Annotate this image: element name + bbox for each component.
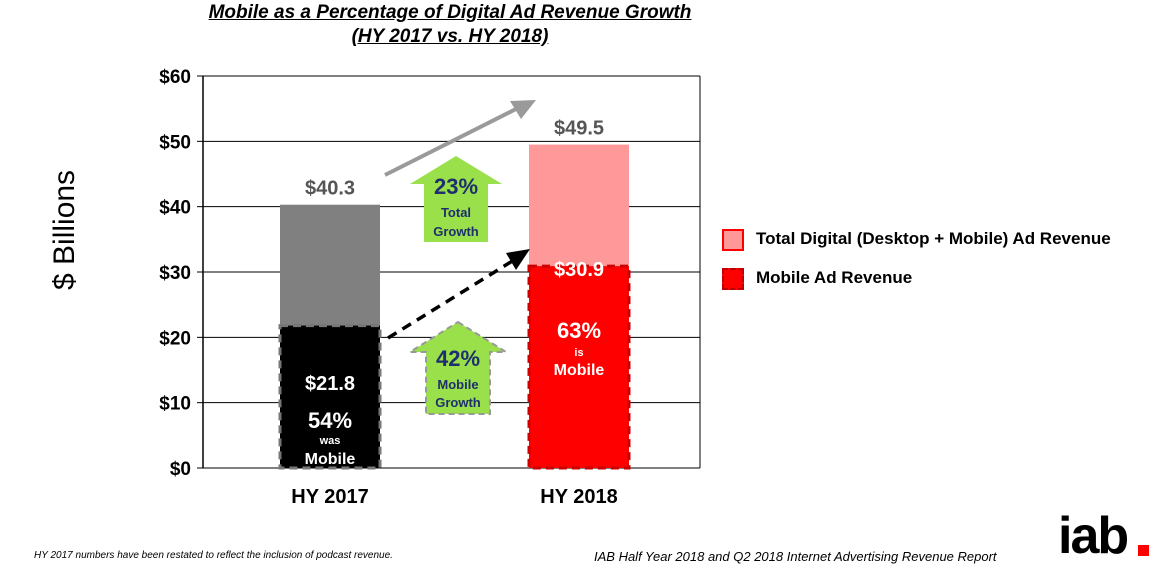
total-trend-arrowhead [510, 100, 536, 119]
data-label-total: $49.5 [554, 118, 604, 140]
data-label-total: $40.3 [305, 178, 355, 200]
y-tick-label: $30 [159, 263, 191, 284]
legend-item-total: Total Digital (Desktop + Mobile) Ad Reve… [722, 229, 1158, 259]
logo-dot [1138, 545, 1149, 556]
share-word: was [319, 435, 341, 447]
total-growth-arrow [410, 156, 502, 242]
y-tick-label: $10 [159, 394, 191, 415]
y-tick-label: $40 [159, 198, 191, 219]
total-trend-line [384, 106, 519, 177]
mobile-growth-percent: 42% [436, 346, 480, 371]
total-growth-label: Total [441, 205, 471, 220]
source-note: IAB Half Year 2018 and Q2 2018 Internet … [594, 549, 997, 564]
legend-label-mobile: Mobile Ad Revenue [756, 268, 913, 287]
mobile-growth-label: Growth [435, 395, 481, 410]
legend-swatch-mobile [722, 268, 744, 290]
chart-subtitle: (HY 2017 vs. HY 2018) [351, 26, 549, 47]
legend-swatch-total [722, 229, 744, 251]
bar-mobile [527, 264, 631, 470]
footnote: HY 2017 numbers have been restated to re… [34, 550, 393, 561]
x-tick-label: HY 2018 [540, 486, 617, 508]
total-growth-percent: 23% [434, 174, 478, 199]
mobile-growth-label: Mobile [437, 377, 478, 392]
y-tick-label: $50 [159, 132, 191, 153]
y-tick-label: $0 [170, 459, 191, 480]
y-tick-label: $20 [159, 328, 191, 349]
bar-mobile [278, 324, 382, 470]
share-tail: Mobile [305, 451, 356, 468]
share-percent: 63% [557, 318, 601, 343]
share-tail: Mobile [554, 362, 605, 379]
share-word: is [574, 347, 583, 359]
data-label-mobile: $21.8 [305, 373, 355, 395]
total-growth-label: Growth [433, 224, 479, 239]
chart-title: Mobile as a Percentage of Digital Ad Rev… [208, 2, 692, 23]
y-tick-label: $60 [159, 67, 191, 88]
x-tick-label: HY 2017 [291, 486, 368, 508]
mobile-trend-arrowhead [506, 249, 530, 270]
iab-logo: iab [1058, 507, 1129, 565]
mobile-trend-line [387, 258, 515, 340]
data-label-mobile: $30.9 [554, 259, 604, 281]
mobile-growth-arrow [406, 320, 510, 415]
legend-item-mobile: Mobile Ad Revenue [722, 268, 1158, 298]
share-percent: 54% [308, 408, 352, 433]
legend-label-total: Total Digital (Desktop + Mobile) Ad Reve… [756, 229, 1111, 248]
